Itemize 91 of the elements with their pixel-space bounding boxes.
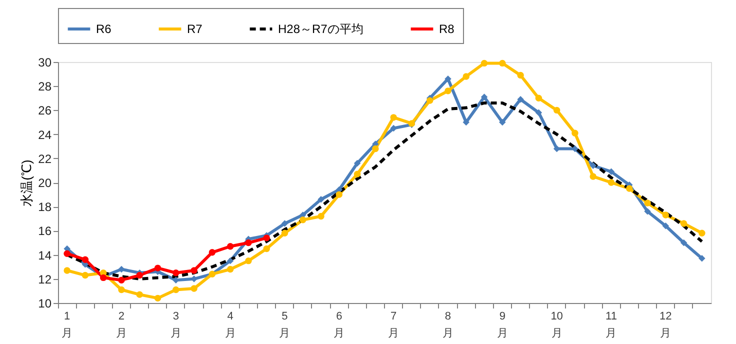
point [499,118,506,126]
point [118,276,125,284]
point [644,208,651,215]
legend-label: R6 [96,22,112,36]
point [535,94,542,102]
y-tick-label: 14 [38,248,52,262]
x-tick-label: 5月 [279,310,290,340]
point [480,60,488,67]
point [281,230,288,236]
y-tick-label: 18 [38,200,52,214]
point [553,106,560,114]
legend-label: H28～R7の平均 [278,22,364,36]
y-tick-label: 10 [38,296,52,310]
point [626,185,633,192]
point [390,124,397,132]
x-tick-label: 12月 [660,310,672,340]
point [336,191,343,198]
point [590,162,596,169]
point [281,220,288,227]
point [444,76,452,82]
point [136,272,143,279]
x-tick-label: 10月 [550,310,563,340]
point [118,286,125,294]
x-tick-label: 6月 [334,310,345,340]
point [535,109,542,116]
y-tick-label: 12 [38,272,52,286]
point [300,216,306,224]
point [480,94,488,100]
y-tick-label: 24 [38,128,52,142]
y-tick-label: 22 [38,152,52,166]
point [680,220,688,227]
point [226,257,234,264]
point [82,256,89,263]
point [136,291,143,298]
x-tick-label: 2月 [116,310,127,340]
y-tick-label: 16 [38,224,52,238]
x-tick-label: 11月 [606,310,617,340]
point [208,249,216,256]
point [698,255,706,262]
point [462,118,470,126]
point [118,266,125,273]
point [426,97,434,104]
point [608,179,615,186]
x-tick-label: 4月 [224,310,236,340]
point [226,266,234,273]
x-tick-label: 1月 [62,310,73,340]
point [390,114,397,121]
point [698,230,706,236]
point [572,145,578,152]
y-tick-label: 26 [38,104,52,118]
point [64,250,70,257]
point [64,267,70,274]
point [172,270,180,276]
legend-label: R8 [439,22,455,36]
point [154,264,162,272]
point [154,294,162,302]
point [644,200,651,206]
y-tick-label: 20 [38,176,52,190]
point [245,257,252,264]
point [572,130,578,136]
point [245,239,252,246]
point [499,60,506,67]
point [318,196,324,203]
point [263,245,270,252]
point [318,212,324,220]
x-tick-label: 3月 [170,310,182,340]
point [172,286,180,294]
y-tick-label: 30 [38,56,52,70]
point [662,212,670,218]
x-tick-label: 9月 [496,310,508,340]
point [354,160,361,167]
point [354,170,361,178]
point [662,222,670,230]
point [190,267,198,274]
y-tick-label: 28 [38,80,52,94]
x-tick-label: 8月 [442,310,454,340]
point [608,168,615,176]
point [517,72,524,79]
point [590,173,596,180]
point [444,88,452,94]
legend-label: R7 [187,22,203,36]
point [517,96,524,103]
point [680,239,688,246]
point [226,243,234,250]
y-axis-title: 水温(℃) [19,160,34,206]
point [190,285,198,292]
x-tick-label: 7月 [388,310,400,340]
point [82,272,89,279]
point [462,73,470,80]
point [263,234,270,242]
point [372,145,379,152]
